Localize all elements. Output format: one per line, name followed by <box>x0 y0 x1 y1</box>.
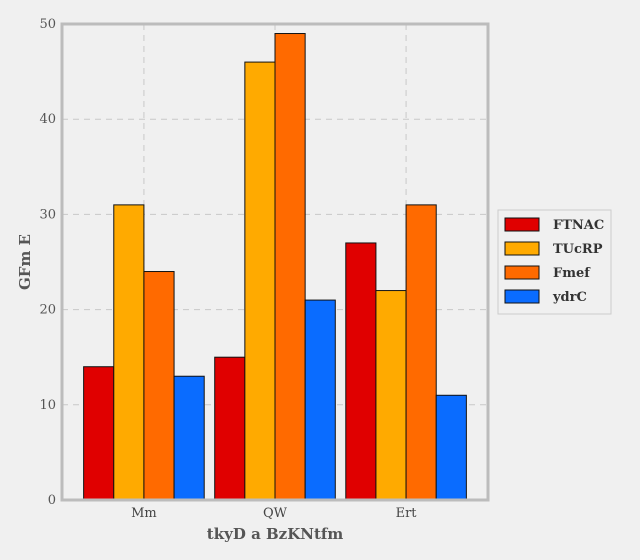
bar-FTNAC-QW <box>214 356 246 501</box>
bar-TUcRP-QW <box>244 61 276 501</box>
x-axis-title: tkyD a BzKNtfm <box>207 525 344 543</box>
bar-Fmef-Ert <box>405 204 437 501</box>
legend-entry-label: Fmef <box>553 266 591 281</box>
bars <box>83 33 467 501</box>
legend-swatch <box>504 217 540 232</box>
y-tick-label: 0 <box>48 493 56 508</box>
bar-ydrC-Ert <box>435 394 467 501</box>
legend: FTNAC TUcRP Fmef ydrC <box>497 209 612 315</box>
legend-swatch <box>504 289 540 304</box>
x-tick-label: Mm <box>131 506 157 521</box>
legend-entry-label: ydrC <box>552 290 587 305</box>
y-tick-label: 20 <box>39 303 56 318</box>
x-axis-ticks: Mm QW Ert <box>131 506 417 521</box>
x-tick-label: QW <box>263 506 288 521</box>
y-axis-ticks: 0 10 20 30 40 50 <box>39 17 56 508</box>
y-tick-label: 50 <box>39 17 56 32</box>
bar-Fmef-QW <box>274 33 306 501</box>
bar-FTNAC-Mm <box>83 366 115 501</box>
y-tick-label: 40 <box>39 112 56 127</box>
bar-FTNAC-Ert <box>345 242 377 501</box>
bar-TUcRP-Ert <box>375 290 407 501</box>
plot-frame <box>60 22 490 502</box>
y-axis-title: GFm E <box>16 234 34 290</box>
bar-Fmef-Mm <box>143 271 175 501</box>
bar-ydrC-Mm <box>173 375 205 501</box>
x-tick-label: Ert <box>396 506 418 521</box>
legend-entry-label: FTNAC <box>553 218 604 233</box>
legend-swatch <box>504 241 540 256</box>
legend-swatch <box>504 265 540 280</box>
legend-entry-label: TUcRP <box>553 242 603 257</box>
bar-TUcRP-Mm <box>113 204 145 501</box>
y-tick-label: 10 <box>39 398 56 413</box>
bar-ydrC-QW <box>304 299 336 501</box>
y-tick-label: 30 <box>39 207 56 222</box>
